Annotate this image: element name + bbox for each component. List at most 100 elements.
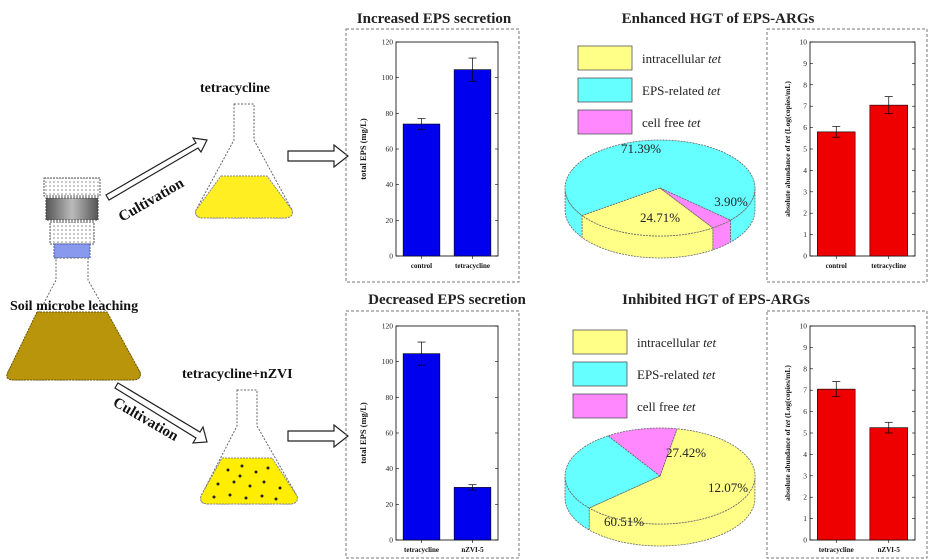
y-tick-label: 9 <box>803 343 807 352</box>
x-tick-label: control <box>411 262 432 270</box>
bar <box>869 427 908 541</box>
bar <box>869 104 908 257</box>
leaching-flask-icon <box>6 257 141 381</box>
pie-slice <box>659 187 732 229</box>
legend-swatch <box>572 361 628 387</box>
y-tick-label: 80 <box>386 109 394 118</box>
y-tick-label: 9 <box>803 59 807 68</box>
pie-slice-label: 24.71% <box>640 210 680 225</box>
bar <box>402 123 441 257</box>
pie-slice-label: 60.51% <box>604 514 644 529</box>
cultivation-arrow-bottom <box>114 382 208 444</box>
pie-slice <box>581 187 714 237</box>
y-tick-label: 20 <box>386 500 394 509</box>
y-tick-label: 40 <box>386 180 394 189</box>
y-tick-label: 6 <box>803 407 807 416</box>
y-tick-label: 20 <box>386 216 394 225</box>
legend-label: cell free tet <box>642 115 701 130</box>
y-tick-label: 0 <box>803 252 807 261</box>
x-tick-label: tetracycline <box>871 262 906 270</box>
y-axis-title: total EPS (mg/L) <box>358 118 368 180</box>
x-tick-label: tetracycline <box>455 262 490 270</box>
x-tick-label: tetracycline <box>404 546 439 554</box>
legend-label: intracellular tet <box>637 335 716 350</box>
y-tick-label: 6 <box>803 123 807 132</box>
y-tick-label: 3 <box>803 187 807 196</box>
filter-apparatus-icon <box>43 177 101 259</box>
y-tick-label: 8 <box>803 80 807 89</box>
treatment-label-bottom: tetracycline+nZVI <box>182 367 293 382</box>
culture-flask-bottom-icon <box>200 389 298 505</box>
pie-legend-bottom: intracellular tet EPS-related tet cell fre… <box>572 329 716 419</box>
nzvi-particles <box>212 464 282 501</box>
x-tick-label: nZVI-5 <box>878 546 901 554</box>
cultivation-arrow-top <box>105 137 208 201</box>
y-tick-label: 10 <box>800 322 808 331</box>
panel-frame <box>766 310 928 559</box>
pie-slice <box>607 427 678 477</box>
y-tick-label: 2 <box>803 209 807 218</box>
y-tick-label: 1 <box>803 514 807 523</box>
y-tick-label: 4 <box>803 450 807 459</box>
bar <box>817 388 856 541</box>
y-tick-label: 120 <box>382 38 394 47</box>
y-tick-label: 10 <box>800 38 808 47</box>
y-tick-label: 5 <box>803 429 807 438</box>
panel-frame <box>766 28 928 283</box>
y-tick-label: 8 <box>803 364 807 373</box>
tet-chart-top: 0 1 2 3 4 5 6 7 8 9 10 control tetracycline absolute … <box>783 38 916 270</box>
leaching-liquid <box>6 311 141 381</box>
x-tick-label: tetracycline <box>819 546 854 554</box>
y-tick-label: 3 <box>803 471 807 480</box>
x-tick-label: control <box>826 262 847 270</box>
y-tick-label: 7 <box>803 386 807 395</box>
tet-chart-bottom: 0 1 2 3 4 5 6 7 8 9 10 tetracycline nZVI-5 absolute a… <box>783 322 916 554</box>
legend-swatch <box>577 109 633 135</box>
y-tick-label: 60 <box>386 429 394 438</box>
bar <box>453 487 492 541</box>
y-axis-title: absolute abundance of tet (Log(copies/mL… <box>783 81 792 217</box>
y-tick-label: 2 <box>803 493 807 502</box>
eps-chart-top: 0 20 40 60 80 100 120 control tetracycline total … <box>358 38 499 270</box>
legend-swatch <box>572 329 628 355</box>
pie-slice <box>564 435 661 509</box>
flow-arrow-top <box>287 143 349 169</box>
y-tick-label: 0 <box>389 536 393 545</box>
pie-slice-label: 3.90% <box>714 194 748 209</box>
y-tick-label: 120 <box>382 322 394 331</box>
pie-slice-label: 71.39% <box>621 141 661 156</box>
bar <box>402 353 441 541</box>
eps-chart-bottom: 0 20 40 60 80 100 120 tetracycline nZVI-5 total E… <box>358 322 499 554</box>
y-tick-label: 5 <box>803 145 807 154</box>
legend-swatch <box>577 77 633 103</box>
panel-frame <box>345 28 520 283</box>
culture-flask-top-icon <box>195 103 293 219</box>
pie-chart-bottom: 60.51% 27.42% 12.07% <box>564 427 756 547</box>
y-tick-label: 60 <box>386 145 394 154</box>
pie-slice-label: 12.07% <box>708 480 748 495</box>
bar <box>453 69 492 257</box>
title-eps-top: Increased EPS secretion <box>357 11 512 27</box>
legend-label: EPS-related tet <box>637 367 716 382</box>
y-tick-label: 0 <box>803 536 807 545</box>
culture-liquid-top <box>195 175 293 219</box>
pie-legend-top: intracellular tet EPS-related tet cell fre… <box>577 45 721 135</box>
panel-frame <box>345 310 520 559</box>
pie-slice <box>564 139 756 221</box>
culture-liquid-bottom <box>200 457 298 505</box>
title-eps-bottom: Decreased EPS secretion <box>368 292 526 308</box>
y-tick-label: 100 <box>382 73 394 82</box>
y-axis-title: total EPS (mg/L) <box>358 402 368 464</box>
treatment-label-top: tetracycline <box>200 81 270 96</box>
pie-chart-top: 24.71% 71.39% 3.90% <box>564 139 756 259</box>
x-tick-label: nZVI-5 <box>461 546 484 554</box>
y-tick-label: 100 <box>382 357 394 366</box>
soil-label: Soil microbe leaching <box>10 299 138 314</box>
y-tick-label: 40 <box>386 464 394 473</box>
legend-swatch <box>572 393 628 419</box>
title-hgt-top: Enhanced HGT of EPS-ARGs <box>622 11 815 27</box>
pie-slice <box>588 428 756 525</box>
legend-label: cell free tet <box>637 399 696 414</box>
y-tick-label: 0 <box>389 252 393 261</box>
